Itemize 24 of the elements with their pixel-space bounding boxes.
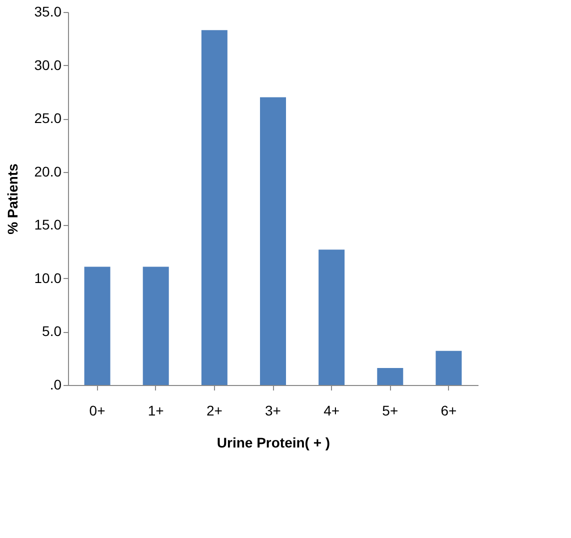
y-tick-label: .0 <box>50 376 62 392</box>
x-tick-label: 3+ <box>265 402 281 418</box>
y-axis-title: % Patients <box>4 163 20 234</box>
x-tick-label: 4+ <box>324 402 340 418</box>
y-tick-label: 20.0 <box>34 163 62 180</box>
x-tick-label: 1+ <box>148 402 164 418</box>
bar <box>318 250 345 385</box>
x-tick-label: 5+ <box>382 402 398 418</box>
bar <box>142 266 169 385</box>
y-tick-label: 5.0 <box>42 323 62 340</box>
x-tick-label: 0+ <box>89 402 106 418</box>
bar <box>201 30 228 385</box>
x-axis-title: Urine Protein( + ) <box>216 434 330 450</box>
x-tick-label: 6+ <box>440 402 457 418</box>
x-tick-label: 2+ <box>206 402 222 418</box>
y-tick-label: 30.0 <box>34 56 62 73</box>
y-tick-label: 10.0 <box>34 270 62 286</box>
bar <box>260 97 286 385</box>
bar <box>377 368 404 385</box>
y-tick-label: 25.0 <box>34 110 62 126</box>
bar <box>84 266 110 385</box>
y-tick-label: 15.0 <box>34 216 62 233</box>
bar <box>436 350 462 385</box>
y-tick-label: 35.0 <box>34 4 62 20</box>
